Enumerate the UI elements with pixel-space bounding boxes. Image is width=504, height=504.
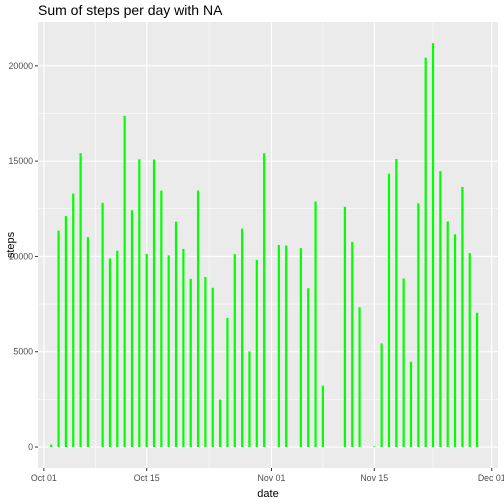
x-axis: Oct 01 Oct 15 Nov 01 Nov 15 Dec 01 [31,468,504,483]
x-tick-label: Oct 15 [134,473,160,483]
x-tick-label: Nov 15 [360,473,388,483]
y-tick-label: 5000 [13,347,33,357]
x-tick-label: Dec 01 [478,473,504,483]
y-axis: 0 5000 10000 15000 20000 [9,61,38,452]
y-tick-label: 15000 [9,156,34,166]
y-tick-label: 20000 [9,61,34,71]
chart-title: Sum of steps per day with NA [38,2,223,18]
bars-layer [50,43,479,448]
y-axis-title: steps [5,231,17,258]
x-axis-title: date [257,488,278,500]
y-tick-label: 10000 [9,251,34,261]
x-tick-label: Nov 01 [258,473,286,483]
plot-panel [38,22,498,468]
x-tick-label: Oct 01 [31,473,57,483]
y-tick-label: 0 [28,442,33,452]
